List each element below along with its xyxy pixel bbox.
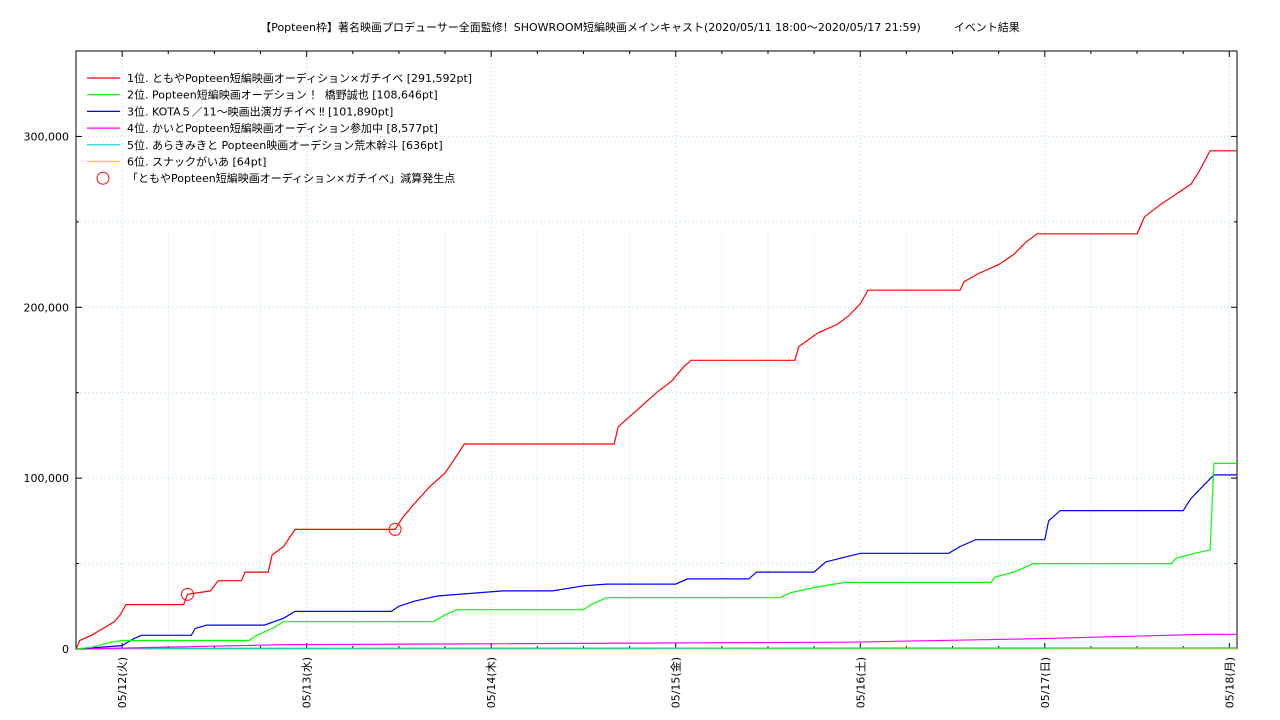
chart-title: 【Popteen枠】著名映画プロデューサー全面監修！SHOWROOM短編映画メイ… — [260, 21, 1020, 34]
x-tick-label: 05/18(月) — [1223, 657, 1236, 708]
series-line — [75, 474, 1237, 650]
x-tick-label: 05/17(日) — [1039, 657, 1052, 708]
legend-label: 「ともやPopteen短編映画オーディション×ガチイベ」減算発生点 — [127, 171, 455, 185]
y-tick-label: 0 — [62, 643, 69, 656]
legend-marker-swatch — [96, 171, 110, 185]
legend-label: 3位. KOTA５／11〜映画出演ガチイベ ‼ [101,890pt] — [127, 104, 393, 118]
series-line — [75, 150, 1237, 650]
legend-label: 4位. かいとPopteen短編映画オーディション参加中 [8,577pt] — [127, 121, 438, 135]
legend-label: 2位. Popteen短編映画オーデション ！ 橋野誠也 [108,646pt] — [127, 88, 438, 102]
subtraction-marker — [388, 522, 402, 536]
legend-label: 6位. スナックがいあ [64pt] — [127, 155, 266, 169]
x-tick-label: 05/15(金) — [669, 657, 683, 708]
y-tick-label: 300,000 — [24, 130, 70, 143]
x-tick-label: 05/16(土) — [854, 657, 867, 708]
legend-label: 5位. あらきみきと Popteen映画オーデション荒木幹斗 [636pt] — [127, 138, 443, 152]
y-tick-label: 200,000 — [24, 301, 70, 314]
x-tick-label: 05/12(火) — [116, 657, 129, 708]
subtraction-marker — [180, 587, 194, 601]
y-tick-label: 100,000 — [24, 472, 70, 485]
x-tick-label: 05/13(水) — [301, 657, 314, 708]
legend-label: 1位. ともやPopteen短編映画オーディション×ガチイベ [291,592p… — [127, 71, 472, 85]
series-line — [75, 633, 1237, 650]
x-tick-label: 05/14(木) — [485, 657, 498, 708]
series-line — [75, 462, 1237, 650]
